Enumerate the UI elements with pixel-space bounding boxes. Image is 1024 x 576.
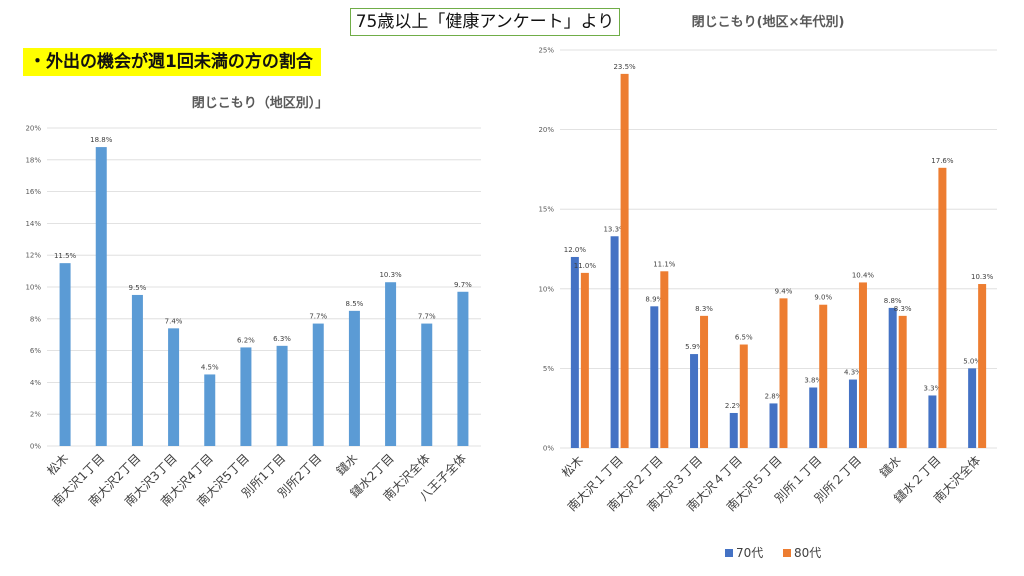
bar: [168, 328, 180, 446]
data-label: 3.3%: [924, 384, 942, 392]
bar-series-80: [858, 282, 867, 448]
bar: [240, 347, 252, 446]
survey-source-label: 75歳以上「健康アンケート」より: [350, 8, 620, 36]
category-label: 松木: [559, 453, 586, 480]
y-tick-label: 2%: [30, 411, 41, 419]
legend-swatch: [783, 549, 791, 557]
y-tick-label: 16%: [25, 188, 41, 196]
data-label: 7.7%: [418, 313, 436, 321]
legend-label: 70代: [736, 546, 763, 560]
y-tick-label: 0%: [543, 445, 554, 453]
y-tick-label: 12%: [25, 252, 41, 260]
data-label: 8.3%: [695, 305, 713, 313]
data-label: 4.3%: [844, 369, 862, 377]
bar-series-70: [888, 307, 897, 448]
bar-series-80: [978, 284, 987, 448]
legend-label: 80代: [794, 546, 821, 560]
bar-series-70: [769, 403, 778, 448]
bar-series-80: [938, 167, 947, 449]
data-label: 5.0%: [963, 357, 981, 365]
data-label: 9.0%: [814, 294, 832, 302]
data-label: 5.9%: [685, 343, 703, 351]
category-label: 鑓水: [876, 453, 904, 481]
chart-title: 閉じこもり(地区×年代別): [692, 14, 845, 30]
data-label: 2.8%: [765, 392, 783, 400]
data-label: 10.3%: [379, 271, 402, 279]
bar-series-80: [779, 298, 788, 448]
bar-series-70: [690, 354, 699, 448]
data-label: 8.9%: [645, 295, 663, 303]
y-tick-label: 10%: [538, 285, 554, 293]
data-label: 4.5%: [201, 363, 219, 371]
y-tick-label: 20%: [538, 126, 554, 134]
data-label: 9.5%: [129, 284, 147, 292]
y-tick-label: 6%: [30, 347, 41, 355]
data-label: 17.6%: [931, 157, 954, 165]
bar: [59, 263, 71, 446]
bar: [457, 291, 469, 446]
slide-subtitle: ・外出の機会が週1回未満の方の割合: [23, 48, 321, 76]
data-label: 7.4%: [165, 317, 183, 325]
data-label: 9.7%: [454, 281, 472, 289]
bar-series-70: [928, 395, 937, 448]
bar-series-70: [729, 412, 738, 448]
data-label: 8.5%: [346, 300, 364, 308]
data-label: 6.5%: [735, 334, 753, 342]
y-tick-label: 10%: [25, 284, 41, 292]
data-label: 7.7%: [309, 313, 327, 321]
bar: [421, 323, 433, 446]
bar-series-70: [809, 387, 818, 448]
data-label: 6.2%: [237, 336, 255, 344]
data-label: 10.4%: [852, 271, 875, 279]
bar: [312, 323, 324, 446]
data-label: 18.8%: [90, 136, 113, 144]
y-tick-label: 15%: [538, 206, 554, 214]
data-label: 8.3%: [894, 305, 912, 313]
data-label: 8.8%: [884, 297, 902, 305]
data-label: 11.1%: [653, 260, 676, 268]
bar-series-80: [819, 304, 828, 448]
bar-series-80: [660, 271, 669, 448]
y-tick-label: 0%: [30, 443, 41, 451]
data-label: 12.0%: [564, 246, 587, 254]
data-label: 13.3%: [603, 225, 626, 233]
chart-title: 閉じこもり（地区別）」: [192, 95, 329, 111]
bar-series-80: [620, 73, 629, 448]
data-label: 11.0%: [574, 262, 597, 270]
bar-series-70: [570, 256, 579, 448]
y-tick-label: 20%: [25, 125, 41, 133]
data-label: 10.3%: [971, 273, 994, 281]
bar-series-80: [739, 344, 748, 448]
data-label: 3.8%: [804, 377, 822, 385]
data-label: 23.5%: [613, 63, 636, 71]
bar-series-70: [610, 236, 619, 448]
bar-series-80: [898, 315, 907, 448]
bar: [385, 282, 397, 446]
y-tick-label: 4%: [30, 379, 41, 387]
y-tick-label: 18%: [25, 156, 41, 164]
data-label: 6.3%: [273, 335, 291, 343]
y-tick-label: 8%: [30, 315, 41, 323]
bar: [131, 294, 143, 446]
y-tick-label: 25%: [538, 47, 554, 55]
bar: [276, 345, 288, 446]
bar: [95, 147, 107, 446]
y-tick-label: 5%: [543, 365, 554, 373]
bar-series-80: [700, 315, 709, 448]
bar-series-80: [580, 272, 589, 448]
bar: [348, 310, 360, 446]
bar: [204, 374, 216, 446]
bar-series-70: [968, 368, 977, 448]
data-label: 9.4%: [775, 287, 793, 295]
data-label: 2.2%: [725, 402, 743, 410]
bar-series-70: [848, 379, 857, 448]
bar-series-70: [650, 306, 659, 448]
y-tick-label: 14%: [25, 220, 41, 228]
legend-swatch: [725, 549, 733, 557]
data-label: 11.5%: [54, 252, 77, 260]
